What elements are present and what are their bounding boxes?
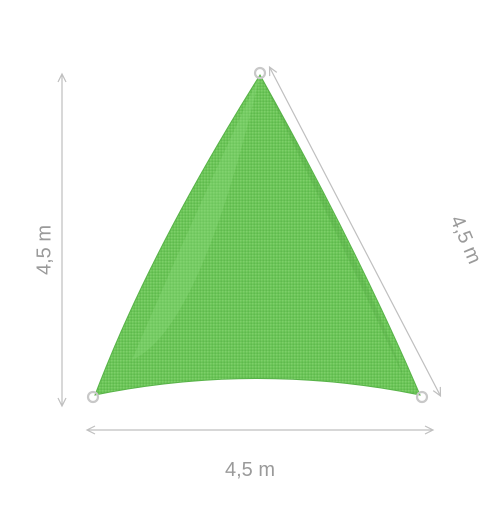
grommet-left <box>88 392 98 402</box>
grommet-right <box>417 392 427 402</box>
dim-label-bottom: 4,5 m <box>225 459 275 482</box>
dimension-diagram: 4,5 m 4,5 m 4,5 m <box>0 0 500 500</box>
dim-label-left: 4,5 m <box>34 225 57 275</box>
diagram-svg <box>0 0 500 500</box>
shade-sail <box>88 68 427 402</box>
